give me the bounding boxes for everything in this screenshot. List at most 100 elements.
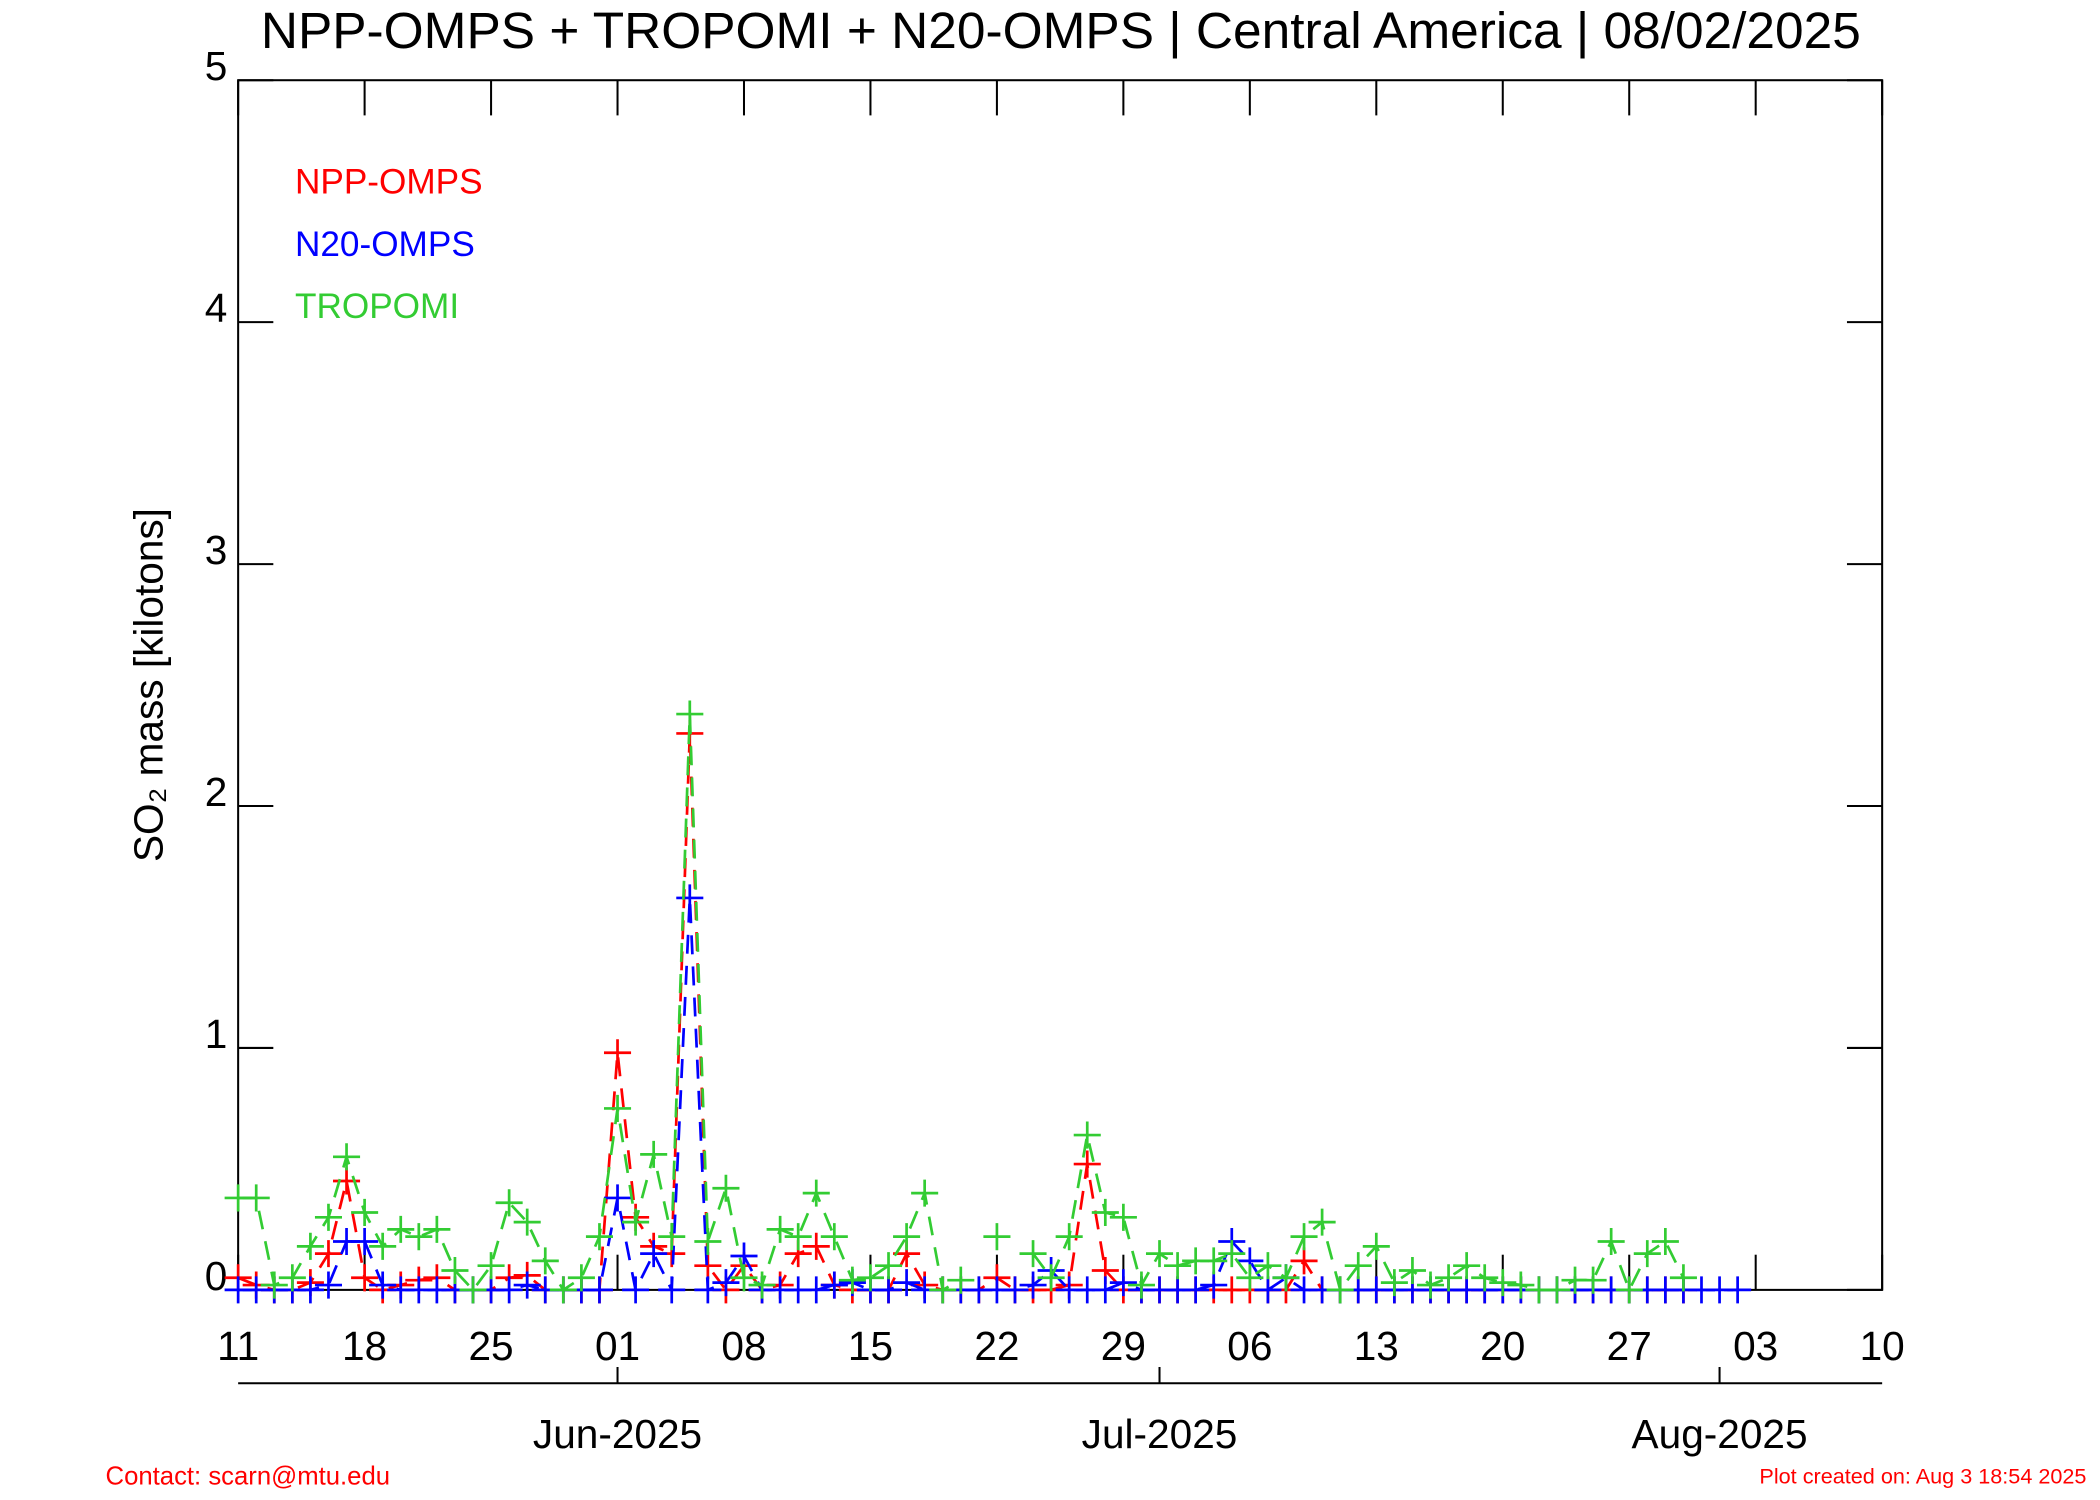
month-label: Jul-2025: [1082, 1411, 1238, 1457]
y-axis-label: SO₂ mass [kilotons]: [125, 508, 171, 862]
x-tick-label: 13: [1354, 1323, 1399, 1369]
point-marker: [441, 1256, 469, 1285]
x-tick-label: 29: [1101, 1323, 1146, 1369]
x-tick-label: 03: [1733, 1323, 1778, 1369]
point-marker: [369, 1232, 397, 1260]
y-tick-label: 4: [205, 285, 228, 331]
point-marker: [1164, 1252, 1192, 1280]
point-marker: [640, 1140, 668, 1168]
point-marker: [1453, 1252, 1481, 1280]
point-marker: [1127, 1271, 1155, 1299]
point-marker: [712, 1174, 740, 1202]
point-marker: [459, 1276, 487, 1304]
point-marker: [820, 1223, 848, 1251]
legend-entry: N20-OMPS: [295, 225, 475, 264]
series-line: [237, 733, 1684, 1293]
point-marker: [676, 700, 704, 728]
point-marker: [694, 1252, 722, 1280]
created-note: Plot created on: Aug 3 18:54 2025: [1759, 1464, 2086, 1489]
point-marker: [1290, 1247, 1318, 1275]
point-marker: [1597, 1227, 1625, 1256]
point-marker: [983, 1223, 1011, 1251]
point-marker: [314, 1271, 343, 1299]
point-marker: [874, 1252, 903, 1280]
point-marker: [712, 1269, 740, 1297]
x-tick-label: 11: [217, 1323, 259, 1369]
point-marker: [730, 1264, 758, 1292]
chart-title: NPP-OMPS + TROPOMI + N20-OMPS | Central …: [261, 1, 1861, 59]
point-marker: [1109, 1269, 1137, 1297]
point-marker: [1055, 1223, 1083, 1251]
point-marker: [585, 1276, 613, 1304]
point-marker: [1145, 1240, 1174, 1268]
x-tick-label: 25: [468, 1323, 513, 1369]
point-marker: [874, 1276, 903, 1304]
point-marker: [1543, 1276, 1571, 1304]
point-marker: [1398, 1256, 1426, 1285]
point-marker: [1019, 1240, 1047, 1268]
point-marker: [856, 1264, 884, 1292]
x-tick-label: 15: [848, 1323, 893, 1369]
point-marker: [1344, 1252, 1372, 1280]
x-tick-label: 27: [1607, 1323, 1652, 1369]
point-marker: [604, 1039, 632, 1067]
point-marker: [1633, 1240, 1661, 1268]
point-marker: [820, 1271, 848, 1299]
point-marker: [1471, 1264, 1499, 1292]
point-marker: [694, 1276, 722, 1304]
point-marker: [1435, 1264, 1463, 1292]
point-marker: [314, 1240, 343, 1268]
point-marker: [495, 1276, 523, 1304]
x-tick-label: 06: [1227, 1323, 1272, 1369]
point-marker: [567, 1264, 595, 1292]
point-marker: [694, 1227, 722, 1256]
point-marker: [1254, 1276, 1282, 1304]
point-marker: [1019, 1271, 1047, 1299]
point-marker: [242, 1184, 270, 1212]
point-marker: [893, 1223, 921, 1251]
y-tick-label: 2: [205, 769, 228, 815]
point-marker: [784, 1223, 812, 1251]
point-marker: [1218, 1240, 1246, 1268]
point-marker: [351, 1198, 379, 1226]
point-marker: [314, 1203, 343, 1231]
point-marker: [351, 1264, 379, 1292]
contact: Contact: scarn@mtu.edu: [106, 1463, 391, 1491]
point-marker: [893, 1269, 921, 1297]
point-marker: [622, 1208, 650, 1236]
point-marker: [1109, 1203, 1137, 1231]
x-tick-label: 01: [595, 1323, 640, 1369]
point-marker: [1073, 1150, 1101, 1178]
x-tick-label: 22: [974, 1323, 1019, 1369]
point-marker: [1272, 1264, 1300, 1292]
point-marker: [1200, 1271, 1228, 1299]
x-tick-label: 08: [721, 1323, 766, 1369]
point-marker: [1651, 1227, 1679, 1256]
point-marker: [802, 1179, 830, 1207]
point-marker: [351, 1227, 379, 1256]
point-marker: [676, 884, 704, 912]
point-marker: [1236, 1264, 1264, 1292]
point-marker: [495, 1189, 523, 1217]
point-marker: [1182, 1276, 1210, 1304]
point-marker: [604, 1094, 632, 1122]
point-marker: [513, 1271, 541, 1299]
point-marker: [1073, 1121, 1101, 1149]
y-tick-label: 3: [205, 527, 228, 573]
point-marker: [748, 1271, 776, 1299]
point-marker: [423, 1215, 451, 1243]
point-marker: [766, 1215, 794, 1243]
point-marker: [333, 1143, 361, 1171]
point-marker: [1615, 1276, 1643, 1304]
point-marker: [1037, 1264, 1065, 1292]
point-marker: [622, 1276, 650, 1304]
point-marker: [640, 1240, 668, 1268]
legend-entry: NPP-OMPS: [295, 163, 483, 202]
x-tick-label: 18: [342, 1323, 387, 1369]
point-marker: [1001, 1276, 1029, 1304]
x-tick-label: 20: [1480, 1323, 1525, 1369]
point-marker: [260, 1271, 288, 1299]
point-marker: [549, 1276, 577, 1304]
point-marker: [278, 1264, 306, 1292]
